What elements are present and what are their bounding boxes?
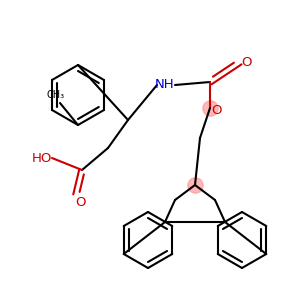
Text: O: O: [75, 196, 85, 208]
Text: O: O: [211, 103, 221, 116]
Text: HO: HO: [32, 152, 52, 164]
Text: NH: NH: [155, 79, 175, 92]
Text: O: O: [242, 56, 252, 68]
Text: CH₃: CH₃: [47, 90, 65, 100]
